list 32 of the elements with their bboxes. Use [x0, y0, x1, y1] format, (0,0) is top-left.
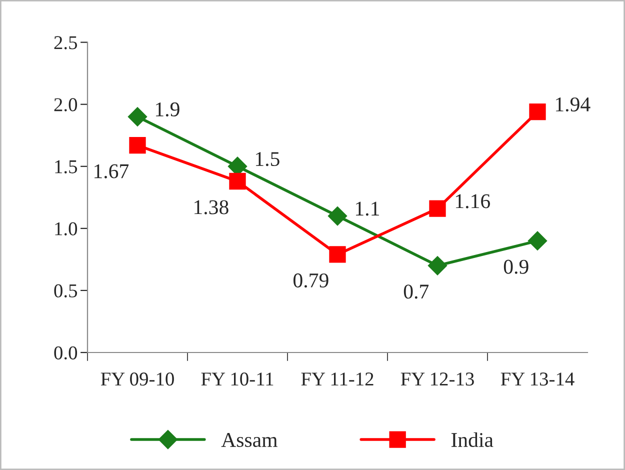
x-tick-label: FY 12-13	[400, 372, 474, 386]
data-label: 1.1	[356, 202, 379, 216]
data-label: 0.7	[404, 284, 429, 299]
data-label: 1.67	[94, 164, 129, 178]
data-label: 1.16	[456, 194, 490, 208]
x-tick-label: FY 11-12	[301, 372, 374, 386]
y-tick-label: 0.5	[54, 284, 78, 298]
point	[129, 136, 146, 154]
point	[128, 107, 148, 126]
data-label: 1.5	[256, 152, 280, 166]
y-tick-label: 2.0	[54, 98, 78, 112]
data-label: 0.9	[504, 260, 528, 274]
point	[428, 256, 448, 276]
data-label: 0.79	[294, 273, 328, 288]
y-tick-label: 1.0	[55, 222, 78, 236]
legend-label: India	[451, 432, 494, 448]
data-label: 1.94	[556, 97, 590, 112]
data-label: 1.9	[156, 102, 180, 116]
y-tick-label: 1.5	[55, 160, 78, 174]
point	[528, 231, 548, 250]
point	[229, 172, 246, 190]
x-tick-label: FY 13-14	[500, 372, 574, 386]
x-tick-label: FY 09-10	[100, 372, 174, 386]
legend-label: Assam	[221, 433, 278, 448]
y-tick-label: 0.0	[54, 346, 78, 360]
y-tick-label: 2.5	[54, 36, 78, 50]
point	[329, 246, 346, 263]
point	[529, 103, 546, 120]
x-tick-label: FY 10-11	[201, 372, 274, 386]
data-label: 1.38	[194, 200, 228, 214]
point	[328, 206, 348, 226]
point	[429, 200, 446, 217]
